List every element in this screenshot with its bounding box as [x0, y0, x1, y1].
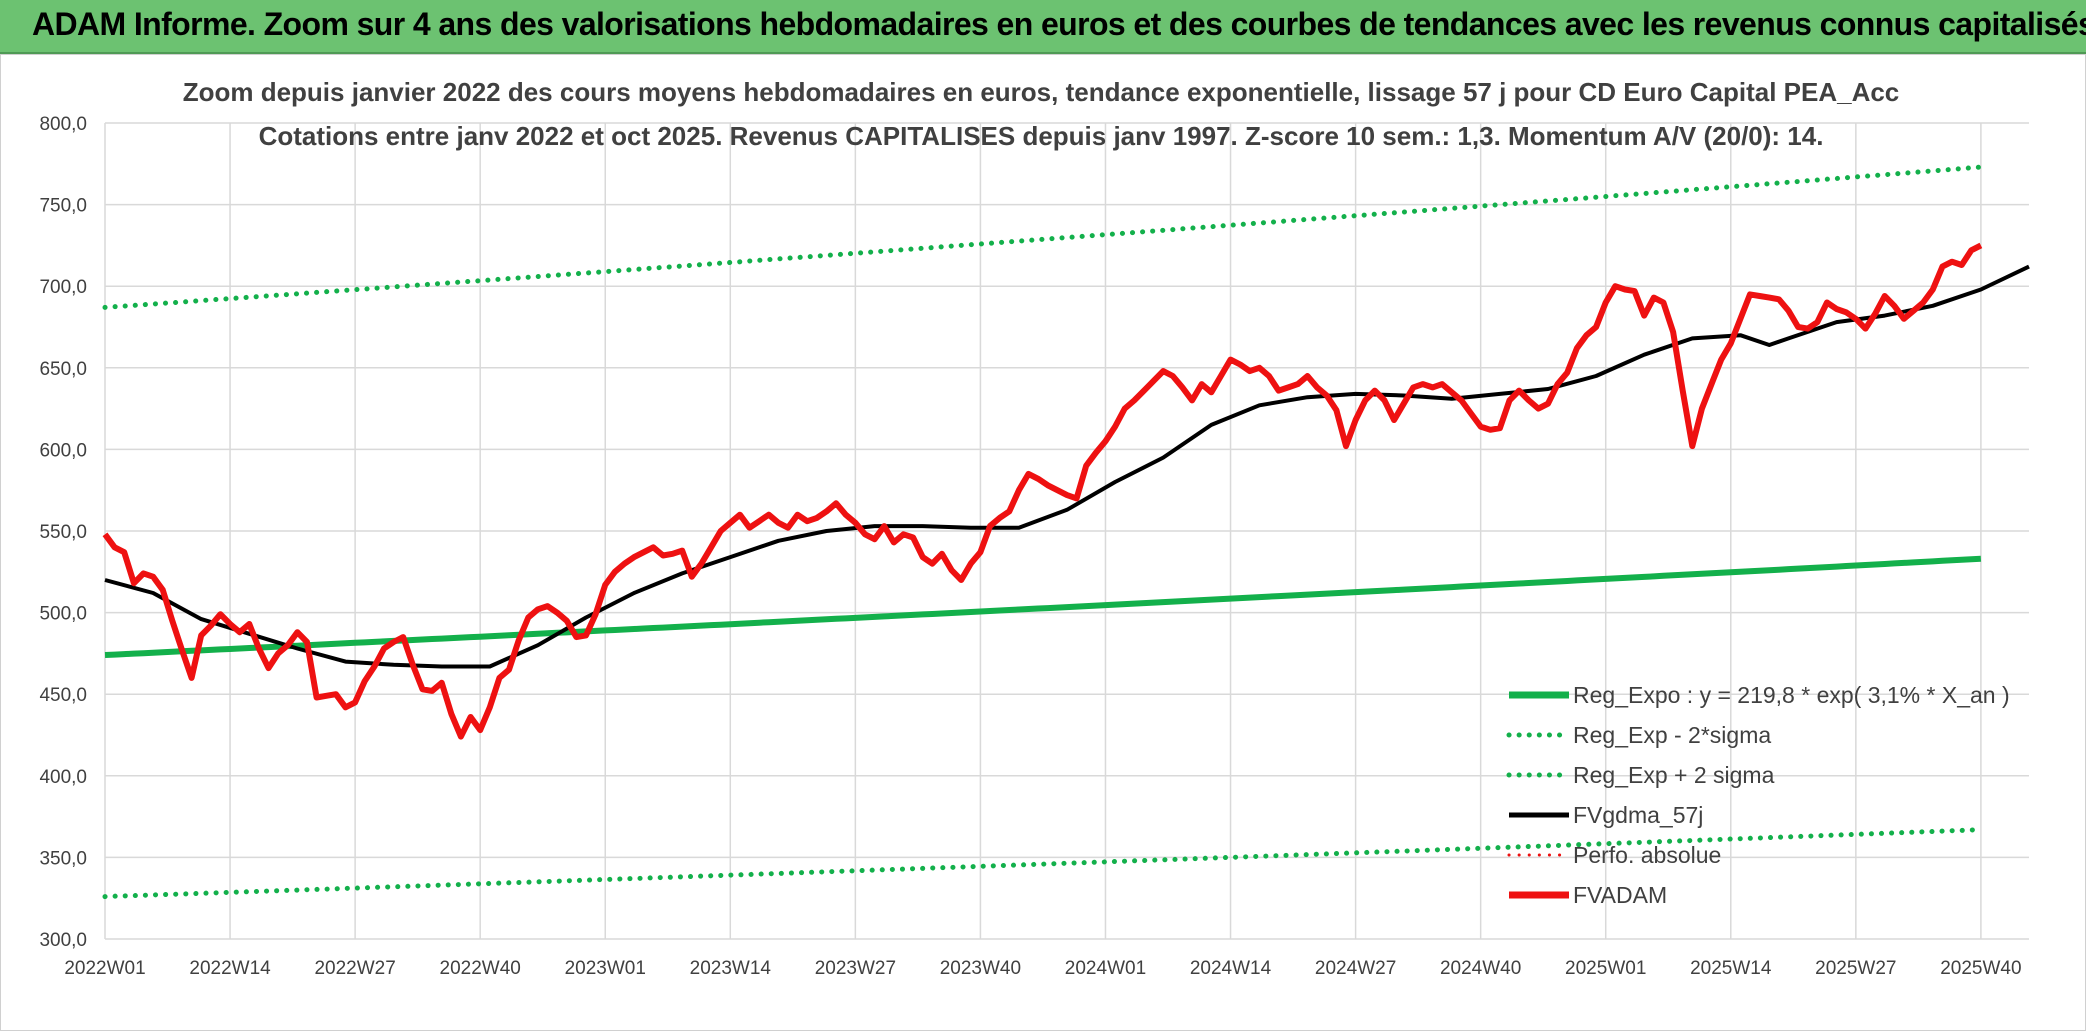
chart-series	[102, 164, 2030, 900]
x-tick-label: 2022W40	[440, 958, 521, 979]
legend-label: Reg_Expo : y = 219,8 * exp( 3,1% * X_an …	[1573, 682, 2010, 708]
x-tick-label: 2025W14	[1690, 958, 1772, 979]
chart-grid	[104, 122, 2029, 940]
x-tick-label: 2024W14	[1190, 958, 1272, 979]
x-tick-label: 2022W14	[189, 958, 271, 979]
series-reg-expo	[104, 555, 1982, 658]
y-tick-label: 300,0	[39, 930, 87, 951]
x-tick-label: 2025W40	[1940, 958, 2021, 979]
y-tick-label: 500,0	[39, 604, 87, 625]
x-tick-label: 2024W01	[1065, 958, 1146, 979]
y-axis-ticks: 300,0 350,0 400,0 450,0 500,0 550,0 600,0 650,0…	[39, 114, 87, 951]
y-tick-label: 750,0	[39, 196, 87, 217]
y-tick-label: 550,0	[39, 522, 87, 543]
y-tick-label: 650,0	[39, 359, 87, 380]
series-fvadam	[102, 242, 1983, 740]
legend-label: FVgdma_57j	[1573, 802, 1703, 828]
x-tick-label: 2022W27	[314, 958, 395, 979]
x-tick-label: 2023W40	[940, 958, 1021, 979]
x-tick-label: 2024W27	[1315, 958, 1396, 979]
x-tick-label: 2025W01	[1565, 958, 1646, 979]
y-tick-label: 400,0	[39, 767, 87, 788]
x-axis-ticks: 2022W01 2022W14 2022W27 2022W40 2023W01 2023W…	[64, 958, 2021, 979]
x-tick-label: 2024W40	[1440, 958, 1521, 979]
legend-label: Perfo. absolue	[1573, 842, 1721, 868]
y-tick-label: 600,0	[39, 440, 87, 461]
series-fvgdma-57j	[104, 264, 2030, 669]
y-tick-label: 700,0	[39, 277, 87, 298]
x-tick-label: 2023W14	[690, 958, 772, 979]
x-tick-label: 2023W01	[565, 958, 646, 979]
legend-label: Reg_Exp + 2 sigma	[1573, 762, 1775, 788]
legend-label: FVADAM	[1573, 882, 1667, 908]
chart-svg: 300,0 350,0 400,0 450,0 500,0 550,0 600,0 650,0…	[39, 77, 2030, 979]
page-title: ADAM Informe. Zoom sur 4 ans des valoris…	[32, 6, 2086, 42]
series-reg-plus-2sigma	[102, 164, 1984, 310]
header-banner: ADAM Informe. Zoom sur 4 ans des valoris…	[0, 0, 2086, 54]
series-reg-minus-2sigma	[102, 827, 1984, 900]
y-tick-label: 800,0	[39, 114, 87, 135]
x-tick-label: 2023W27	[815, 958, 896, 979]
y-tick-label: 450,0	[39, 685, 87, 706]
y-tick-label: 350,0	[39, 848, 87, 869]
chart-legend: Reg_Expo : y = 219,8 * exp( 3,1% * X_an …	[1506, 682, 2010, 908]
chart-title-line2: Cotations entre janv 2022 et oct 2025. R…	[259, 121, 1824, 151]
x-tick-label: 2025W27	[1815, 958, 1896, 979]
chart-title-line1: Zoom depuis janvier 2022 des cours moyen…	[183, 77, 1900, 107]
chart-frame: 300,0 350,0 400,0 450,0 500,0 550,0 600,0 650,0…	[0, 54, 2086, 1031]
legend-label: Reg_Exp - 2*sigma	[1573, 722, 1771, 748]
x-tick-label: 2022W01	[64, 958, 145, 979]
